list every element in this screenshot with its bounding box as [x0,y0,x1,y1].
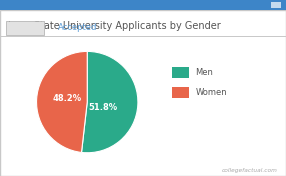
Bar [172,87,189,98]
Text: 51.8%: 51.8% [88,103,117,112]
Text: collegefactual.com: collegefactual.com [222,168,278,173]
Bar [0,0,286,10]
Bar [172,67,189,78]
Text: Applied: Applied [9,23,41,32]
Text: Accepted: Accepted [58,23,97,32]
Text: Iowa State University Applicants by Gender: Iowa State University Applicants by Gend… [8,21,221,31]
Text: Women: Women [196,88,227,97]
Text: 48.2%: 48.2% [52,93,82,103]
Wedge shape [37,51,87,152]
Bar [6,21,44,35]
Wedge shape [82,51,138,153]
Bar [271,2,281,8]
Text: Men: Men [196,68,213,77]
